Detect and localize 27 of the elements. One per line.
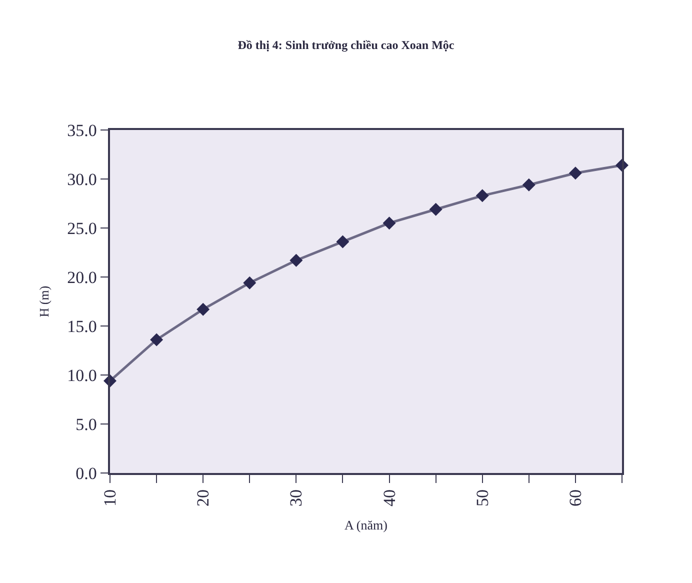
y-tick-label: 10.0 — [67, 366, 97, 385]
point — [522, 178, 536, 192]
y-tick-label: 30.0 — [67, 170, 97, 189]
y-tick-label: 0.0 — [76, 464, 97, 483]
y-tick-label: 35.0 — [67, 120, 97, 140]
chart-title: Đồ thị 4: Sinh trưởng chiều cao Xoan Mộc — [238, 38, 455, 52]
y-tick-label: 15.0 — [67, 316, 97, 336]
x-tick-label: 50 — [472, 490, 492, 507]
y-axis-title: H (m) — [36, 286, 52, 318]
x-tick-label: 40 — [380, 490, 399, 507]
point — [243, 276, 256, 290]
x-tick-label: 30 — [286, 490, 306, 507]
x-tick-label: 20 — [194, 490, 213, 507]
point — [336, 235, 350, 248]
point — [150, 333, 164, 346]
x-tick-label: 10 — [100, 490, 120, 507]
y-tick-label: 20.0 — [67, 268, 97, 287]
y-tick-label: 5.0 — [76, 414, 97, 434]
point — [382, 216, 396, 230]
point — [429, 202, 442, 216]
x-tick-label: 60 — [566, 490, 585, 507]
y-tick-label: 25.0 — [67, 218, 97, 238]
x-axis-title: A (năm) — [344, 518, 388, 533]
point — [476, 189, 489, 202]
point — [290, 254, 303, 267]
point — [568, 166, 582, 180]
point — [196, 302, 210, 316]
